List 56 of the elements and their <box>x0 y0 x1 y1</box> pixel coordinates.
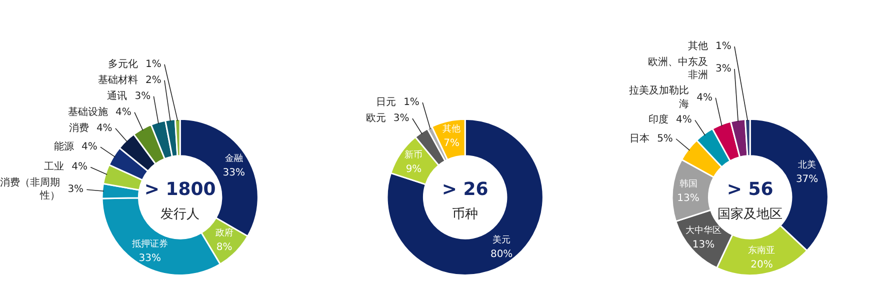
slice-label: 美元 <box>492 234 511 246</box>
data-label: 20% <box>750 260 773 271</box>
text: > 56 <box>726 178 774 200</box>
data-label: 3% <box>68 184 84 196</box>
slice-label: 其他 <box>442 124 461 135</box>
slice-label: 基础设施 <box>68 106 108 118</box>
data-label: 7% <box>444 138 460 150</box>
data-label: 4% <box>696 92 712 104</box>
slice-label: 其他 <box>688 40 708 52</box>
data-label: 33% <box>138 252 162 264</box>
data-label: 4% <box>96 122 112 134</box>
data-label: 13% <box>677 192 700 204</box>
slice-label: 大中华区 <box>686 225 722 236</box>
slice-label: 消费 <box>68 122 89 134</box>
slice-label: 基础材料 <box>98 74 138 86</box>
slice-label: 欧洲、中东及非洲 <box>648 56 708 82</box>
data-label: 9% <box>406 164 422 175</box>
data-label: 3% <box>134 90 151 102</box>
slice-label: 工业 <box>44 160 64 173</box>
slice-label: 能源 <box>54 140 74 153</box>
slice-label: 欧元 <box>366 112 386 124</box>
data-label: 13% <box>692 240 715 251</box>
slice-label: 抵押证券 <box>130 238 168 250</box>
text: 国家及地区 <box>718 206 783 222</box>
data-label: 1% <box>715 41 732 52</box>
slice-label: 金融 <box>224 153 243 164</box>
slice-label: 新币 <box>404 149 423 160</box>
slice-label: 东南亚 <box>748 245 776 256</box>
data-label: 4% <box>81 142 98 153</box>
slice-label: 政府 <box>215 228 234 239</box>
data-label: 3% <box>393 112 410 124</box>
data-label: 4% <box>676 114 692 126</box>
slice-label: 多元化 <box>108 58 138 70</box>
data-label: 3% <box>715 63 732 74</box>
slice-label: 日本 <box>630 132 650 144</box>
slice-label: 韩国 <box>679 178 698 190</box>
data-label: 2% <box>145 74 162 86</box>
slice-label: 通讯 <box>107 90 128 102</box>
data-label: 4% <box>72 162 88 173</box>
text: > 1800 <box>144 178 216 200</box>
data-label: 1% <box>145 58 162 70</box>
data-label: 80% <box>490 248 513 260</box>
data-label: 4% <box>116 106 132 118</box>
text: 发行人 <box>160 206 200 222</box>
text: > 26 <box>442 178 488 200</box>
slice-label: 拉美及加勒比海 <box>629 84 690 110</box>
slice-label: 消费（非周期性） <box>0 176 60 202</box>
slice-label: 印度 <box>648 114 668 126</box>
slice-label: 日元 <box>376 97 396 108</box>
data-label: 37% <box>796 174 818 186</box>
slice-label: 北美 <box>798 160 816 171</box>
data-label: 5% <box>657 133 673 144</box>
data-label: 8% <box>216 242 232 254</box>
text: 币种 <box>452 206 478 222</box>
data-label: 33% <box>222 168 245 179</box>
data-label: 1% <box>404 97 420 108</box>
